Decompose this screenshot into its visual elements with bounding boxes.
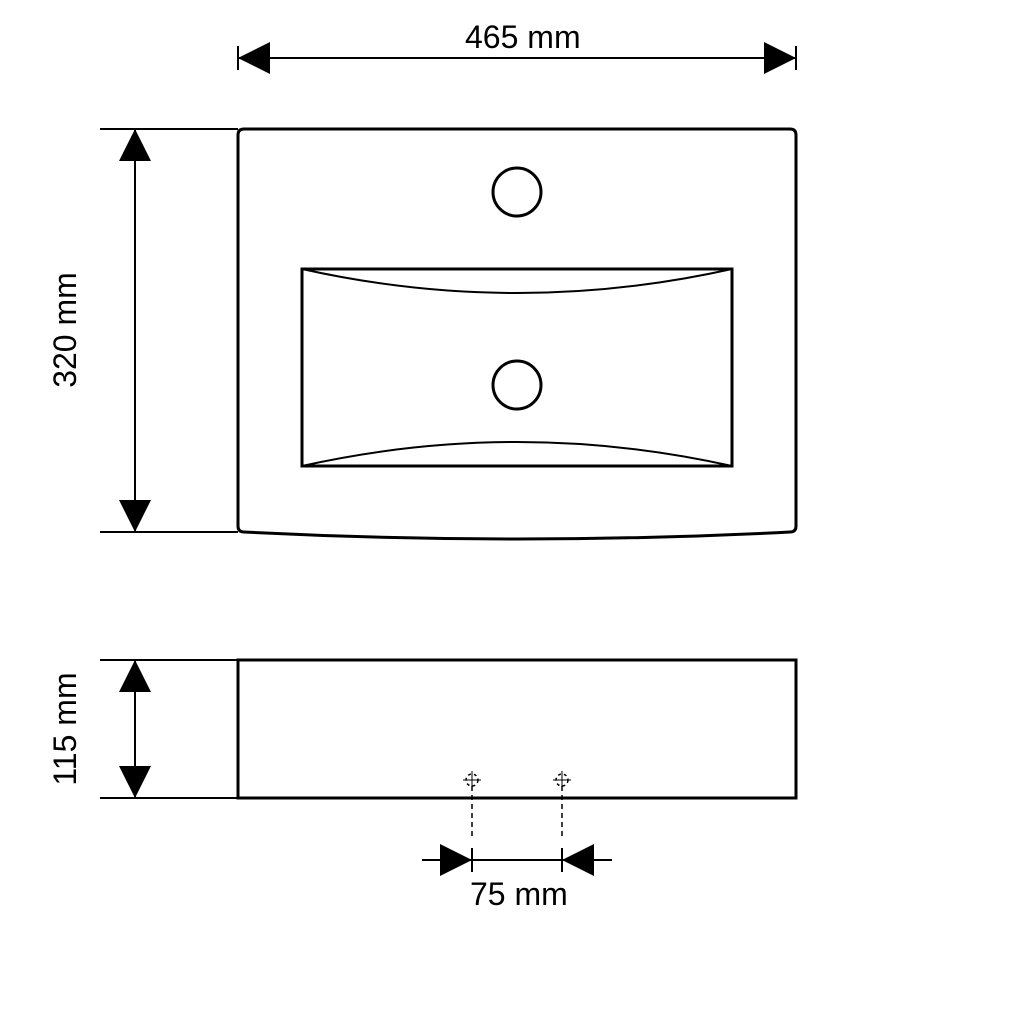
dim-width-label: 465 mm xyxy=(465,19,581,55)
basin-bottom-curve xyxy=(302,442,732,466)
basin-top-curve xyxy=(302,269,732,293)
dim-side-height-label: 115 mm xyxy=(47,672,83,785)
faucet-hole xyxy=(493,168,541,216)
top-view-outline xyxy=(238,129,796,539)
drain-hole xyxy=(493,361,541,409)
side-view-outline xyxy=(238,660,796,798)
dim-spacing-label: 75 mm xyxy=(470,876,568,912)
dim-height-label: 320 mm xyxy=(47,272,83,388)
basin-outline xyxy=(302,269,732,466)
technical-drawing: 465 mm 320 mm 115 mm 75 mm xyxy=(0,0,1024,1024)
